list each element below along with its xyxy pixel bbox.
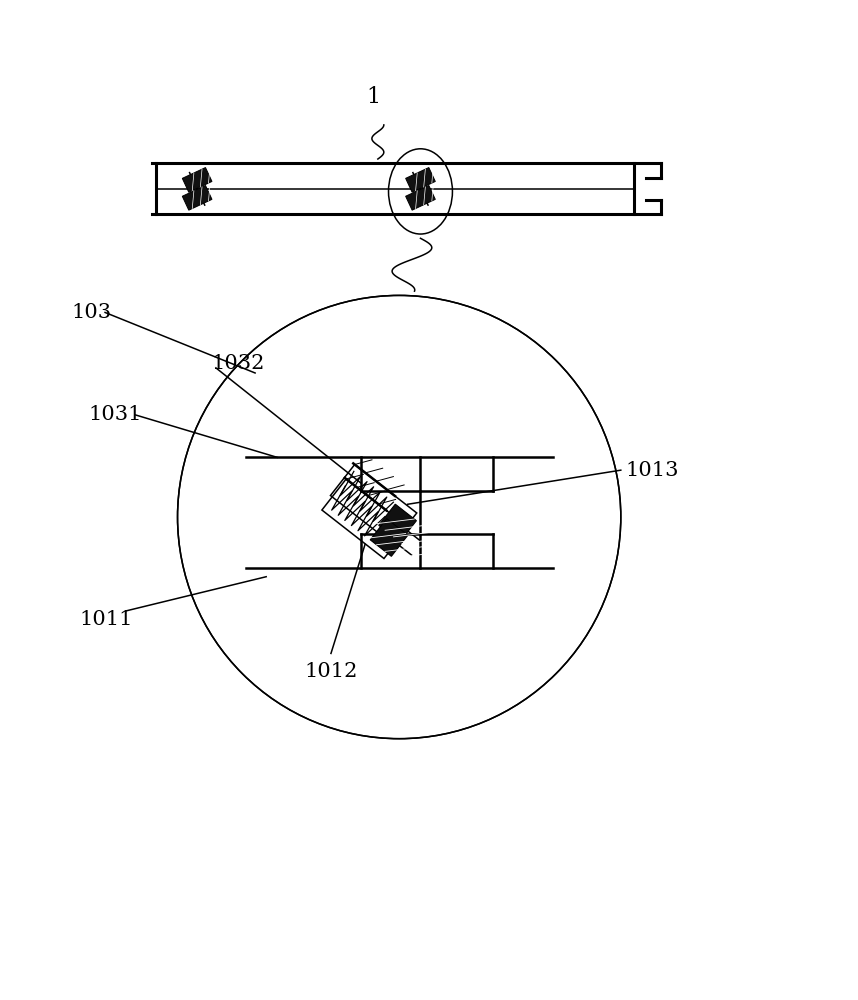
Polygon shape xyxy=(406,168,435,192)
Text: 103: 103 xyxy=(71,303,111,322)
Text: 1012: 1012 xyxy=(305,662,358,681)
Text: 1: 1 xyxy=(366,86,381,108)
Text: 1032: 1032 xyxy=(212,354,265,373)
Text: 1013: 1013 xyxy=(625,461,679,480)
Polygon shape xyxy=(370,519,408,556)
Polygon shape xyxy=(182,185,212,210)
Polygon shape xyxy=(378,504,416,542)
Polygon shape xyxy=(406,185,435,210)
Text: 1011: 1011 xyxy=(80,610,133,629)
Polygon shape xyxy=(182,168,212,192)
Text: 1031: 1031 xyxy=(88,405,142,424)
